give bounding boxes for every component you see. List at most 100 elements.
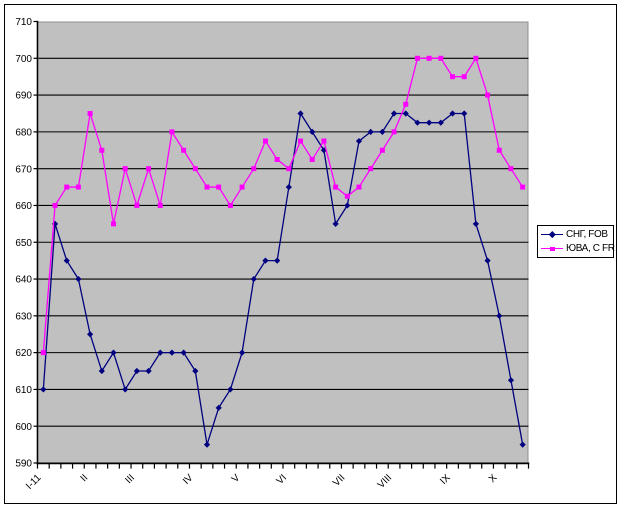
series-yuva-marker <box>368 166 374 172</box>
y-axis-label: 590 <box>15 459 32 470</box>
series-yuva-marker <box>438 55 444 61</box>
x-axis-label: VII <box>331 472 347 488</box>
series-yuva-marker <box>64 184 70 190</box>
series-yuva-marker <box>75 184 81 190</box>
series-yuva-marker <box>274 156 280 162</box>
series-yuva-marker <box>461 74 467 80</box>
series-sng-marker <box>332 220 339 227</box>
series-sng-marker <box>367 128 374 135</box>
series-sng-marker <box>507 377 515 384</box>
series-yuva-marker <box>496 147 502 153</box>
series-yuva-marker <box>181 147 187 153</box>
y-axis-label: 640 <box>15 275 32 286</box>
series-sng-marker <box>227 386 234 393</box>
x-axis-label: II <box>79 472 91 484</box>
series-yuva-marker <box>403 101 409 107</box>
series-yuva-marker <box>321 138 327 144</box>
series-yuva-marker <box>520 184 526 190</box>
series-sng-marker <box>180 349 187 356</box>
y-axis-label: 700 <box>15 54 32 65</box>
series-yuva-marker <box>473 55 479 61</box>
series-sng-marker <box>87 331 94 338</box>
series-yuva-marker <box>122 166 128 172</box>
series-yuva-marker <box>87 110 93 116</box>
series-sng-marker <box>449 110 456 117</box>
x-axis-label: I-11 <box>24 472 44 492</box>
series-sng-marker <box>250 275 257 283</box>
series-sng-marker <box>437 119 444 126</box>
series-yuva-marker <box>110 221 116 227</box>
series-sng-marker <box>122 386 129 393</box>
series-yuva-marker <box>344 193 350 199</box>
series-sng-marker <box>496 312 503 319</box>
x-axis-label: IV <box>181 472 196 487</box>
series-sng-marker <box>472 220 479 227</box>
series-yuva-marker <box>391 129 397 135</box>
series-sng-marker <box>519 441 526 448</box>
series-sng-marker <box>274 257 281 264</box>
diamond-marker-icon <box>549 230 556 238</box>
series-yuva-marker <box>379 147 385 153</box>
series-sng-marker <box>355 137 363 145</box>
series-sng-marker <box>402 110 409 117</box>
series-yuva-marker <box>262 138 268 144</box>
y-axis-label: 710 <box>15 17 32 28</box>
x-axis-label: X <box>487 472 500 485</box>
y-axis-label: 680 <box>15 127 32 138</box>
series-yuva-marker <box>227 202 233 208</box>
series-sng-marker <box>484 257 491 264</box>
series-sng-marker <box>133 367 140 375</box>
series-yuva-marker <box>251 166 257 172</box>
series-sng-marker <box>461 110 468 117</box>
series-sng-marker <box>426 119 433 126</box>
series-yuva-marker <box>146 166 152 172</box>
x-axis-label: III <box>123 472 137 486</box>
series-yuva-marker <box>239 184 245 190</box>
series-sng-marker <box>98 367 105 375</box>
y-axis-label: 600 <box>15 422 32 433</box>
series-yuva-marker <box>204 184 210 190</box>
legend-swatch-sng <box>541 230 563 239</box>
series-sng-line <box>42 111 524 445</box>
x-axis-label: V <box>230 472 243 485</box>
y-axis-label: 630 <box>15 311 32 322</box>
series-sng-marker <box>262 257 269 264</box>
series-yuva-marker <box>508 166 514 172</box>
series-yuva-marker <box>169 129 175 135</box>
series-yuva-marker <box>309 156 315 162</box>
series-yuva-marker <box>286 166 292 172</box>
series-sng-marker <box>344 202 351 209</box>
series-yuva-marker <box>216 184 222 190</box>
series-yuva-marker <box>450 74 456 80</box>
series-yuva-marker <box>192 166 198 172</box>
y-axis-label: 610 <box>15 385 32 396</box>
series-yuva-marker <box>40 350 46 356</box>
series-yuva-marker <box>333 184 339 190</box>
legend-entry-sng: СНГ, FOB <box>541 228 613 241</box>
series-sng-marker <box>390 110 398 117</box>
series-sng-marker <box>192 367 199 375</box>
series-yuva-marker <box>52 202 58 208</box>
legend-entry-yuva: ЮВА, C FR <box>541 242 615 255</box>
series-sng-marker <box>157 349 164 356</box>
series-yuva-marker <box>134 202 140 208</box>
series-yuva-marker <box>426 55 432 61</box>
series-yuva-marker <box>485 92 491 98</box>
x-axis-label: VIII <box>376 472 394 490</box>
series-sng-marker <box>203 441 211 448</box>
series-sng-marker <box>297 110 304 117</box>
series-yuva-marker <box>99 147 105 153</box>
series-yuva-marker <box>356 184 362 190</box>
legend-swatch-yuva <box>541 244 563 253</box>
series-sng-marker <box>40 386 47 393</box>
series-sng-marker <box>145 367 152 375</box>
series-sng-marker <box>285 183 292 191</box>
series-sng-marker <box>309 128 316 135</box>
series-sng-marker <box>110 349 117 356</box>
legend-label-yuva: ЮВА, C FR <box>566 243 615 255</box>
y-axis-label: 660 <box>15 201 32 212</box>
y-axis-label: 650 <box>15 238 32 249</box>
y-axis-label: 620 <box>15 348 32 359</box>
y-axis-label: 690 <box>15 91 32 102</box>
